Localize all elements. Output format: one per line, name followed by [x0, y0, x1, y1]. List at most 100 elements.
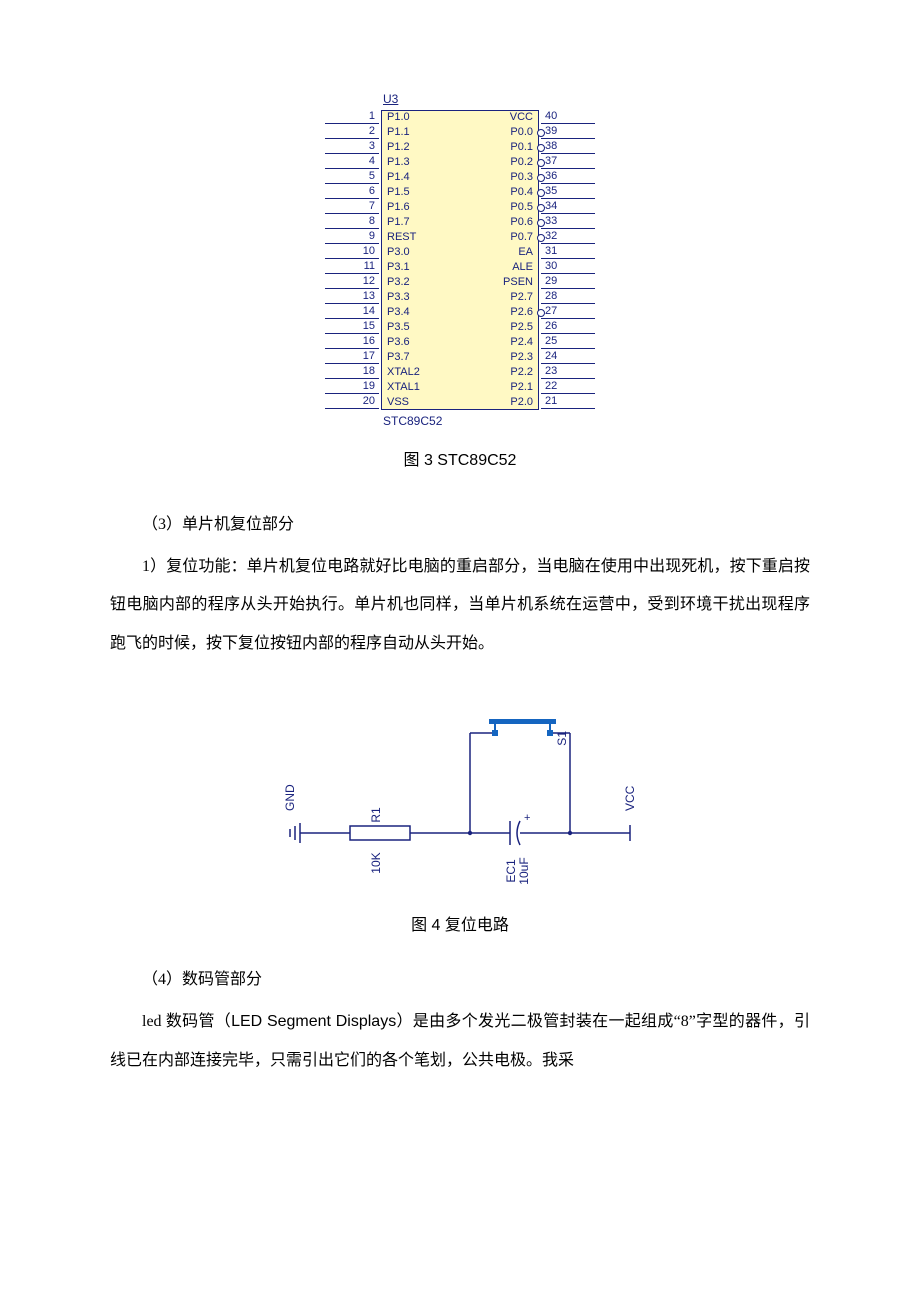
reset-circuit-svg: GNDR110K+EC110uFS1VCC — [260, 693, 660, 893]
pin-label-left: XTAL2 — [387, 365, 420, 380]
chip-figure: U3 1P1.0VCC402P1.1P0.0393P1.2P0.1384P1.3… — [110, 110, 810, 428]
paragraph-led: led 数码管（LED Segment Displays）是由多个发光二极管封装… — [110, 1003, 810, 1080]
pin-label-right: P2.7 — [510, 290, 533, 305]
pin-number-left: 20 — [325, 395, 379, 409]
pin-number-left: 18 — [325, 365, 379, 379]
figure3-caption-text: 图 3 STC89C52 — [404, 452, 517, 469]
pin-number-left: 2 — [325, 125, 379, 139]
pin-number-left: 12 — [325, 275, 379, 289]
pin-number-right: 32 — [541, 230, 595, 244]
pin-label-left: P3.7 — [387, 350, 410, 365]
pin-number-left: 1 — [325, 110, 379, 124]
pin-number-right: 28 — [541, 290, 595, 304]
pin-row: 1P1.0VCC40 — [325, 110, 595, 125]
pin-inversion-dot — [537, 219, 545, 227]
pin-label-left: P1.1 — [387, 125, 410, 140]
pin-row: 6P1.5P0.435 — [325, 185, 595, 200]
pin-row: 12P3.2PSEN29 — [325, 275, 595, 290]
pin-label-right: P2.6 — [510, 305, 533, 320]
pin-label-right: P0.0 — [510, 125, 533, 140]
pin-label-left: XTAL1 — [387, 380, 420, 395]
svg-text:EC1: EC1 — [504, 859, 518, 883]
pin-label-left: P1.3 — [387, 155, 410, 170]
pin-label-right: P0.2 — [510, 155, 533, 170]
pin-label-left: P1.6 — [387, 200, 410, 215]
pin-number-left: 6 — [325, 185, 379, 199]
pin-label-right: P2.4 — [510, 335, 533, 350]
pin-number-left: 11 — [325, 260, 379, 274]
pin-number-left: 8 — [325, 215, 379, 229]
pin-number-right: 30 — [541, 260, 595, 274]
pin-number-left: 4 — [325, 155, 379, 169]
pin-label-right: EA — [518, 245, 533, 260]
p2-en: LED Segment Displays — [231, 1013, 396, 1030]
pin-number-right: 24 — [541, 350, 595, 364]
pin-number-left: 14 — [325, 305, 379, 319]
pin-label-right: P0.4 — [510, 185, 533, 200]
pin-row: 5P1.4P0.336 — [325, 170, 595, 185]
pin-inversion-dot — [537, 204, 545, 212]
pin-label-right: P0.3 — [510, 170, 533, 185]
pin-number-left: 15 — [325, 320, 379, 334]
pin-number-right: 39 — [541, 125, 595, 139]
pin-label-right: P0.6 — [510, 215, 533, 230]
pin-number-right: 37 — [541, 155, 595, 169]
pin-number-left: 13 — [325, 290, 379, 304]
pin-label-left: P3.5 — [387, 320, 410, 335]
pin-row: 13P3.3P2.728 — [325, 290, 595, 305]
svg-text:+: + — [524, 812, 530, 824]
pin-number-left: 19 — [325, 380, 379, 394]
pin-number-right: 27 — [541, 305, 595, 319]
svg-text:GND: GND — [283, 784, 297, 811]
pin-number-right: 34 — [541, 200, 595, 214]
document-page: U3 1P1.0VCC402P1.1P0.0393P1.2P0.1384P1.3… — [0, 0, 920, 1140]
pin-row: 3P1.2P0.138 — [325, 140, 595, 155]
reset-circuit-figure: GNDR110K+EC110uFS1VCC — [110, 693, 810, 893]
pin-label-left: VSS — [387, 395, 409, 410]
pin-row: 8 P1.7 P0.6 33 — [325, 215, 595, 230]
pin-label-left: P3.4 — [387, 305, 410, 320]
pin-row: 17 P3.7 P2.3 24 — [325, 350, 595, 365]
pin-number-right: 38 — [541, 140, 595, 154]
pin-number-left: 7 — [325, 200, 379, 214]
pin-label-left: P1.4 — [387, 170, 410, 185]
pin-number-right: 40 — [541, 110, 595, 124]
pin-label-left: REST — [387, 230, 416, 245]
pin-number-right: 21 — [541, 395, 595, 409]
pin-label-right: PSEN — [503, 275, 533, 290]
pin-number-right: 33 — [541, 215, 595, 229]
pin-label-right: P2.0 — [510, 395, 533, 410]
pin-label-right: VCC — [510, 110, 533, 125]
figure3-caption: 图 3 STC89C52 — [110, 446, 810, 470]
pin-row: 10P3.0EA31 — [325, 245, 595, 260]
pin-label-left: P1.7 — [387, 215, 410, 230]
pin-row: 2 P1.1 P0.0 39 — [325, 125, 595, 140]
pin-row: 18XTAL2P2.223 — [325, 365, 595, 380]
pin-number-left: 17 — [325, 350, 379, 364]
pin-label-right: P0.1 — [510, 140, 533, 155]
pin-label-right: P0.7 — [510, 230, 533, 245]
svg-text:S1: S1 — [555, 731, 569, 746]
chip-body: 1P1.0VCC402P1.1P0.0393P1.2P0.1384P1.3P0.… — [325, 110, 595, 410]
pin-number-right: 29 — [541, 275, 595, 289]
pin-inversion-dot — [537, 129, 545, 137]
pin-label-right: P2.1 — [510, 380, 533, 395]
pin-label-right: P0.5 — [510, 200, 533, 215]
pin-number-right: 23 — [541, 365, 595, 379]
section4-heading: （4）数码管部分 — [110, 965, 810, 989]
pin-label-right: P2.3 — [510, 350, 533, 365]
pin-inversion-dot — [537, 309, 545, 317]
svg-text:R1: R1 — [369, 807, 383, 823]
pin-number-right: 22 — [541, 380, 595, 394]
pin-inversion-dot — [537, 144, 545, 152]
pin-number-left: 16 — [325, 335, 379, 349]
pin-label-left: P1.2 — [387, 140, 410, 155]
pin-inversion-dot — [537, 189, 545, 197]
pin-inversion-dot — [537, 234, 545, 242]
paragraph-reset: 1）复位功能：单片机复位电路就好比电脑的重启部分，当电脑在使用中出现死机，按下重… — [110, 548, 810, 663]
figure4-caption-text: 图 4 复位电路 — [411, 917, 509, 934]
pin-label-left: P3.0 — [387, 245, 410, 260]
pin-number-right: 25 — [541, 335, 595, 349]
pin-inversion-dot — [537, 159, 545, 167]
pin-number-right: 31 — [541, 245, 595, 259]
